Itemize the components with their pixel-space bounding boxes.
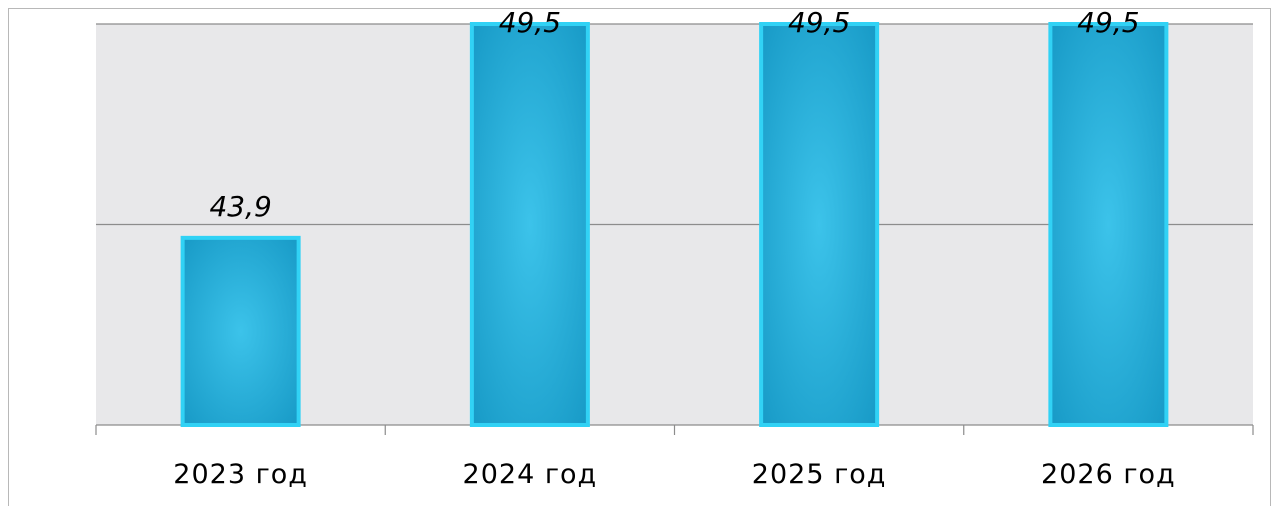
data-label: 49,5 <box>788 6 850 39</box>
bar-2026-год <box>1048 22 1169 427</box>
bar-2025-год <box>759 22 880 427</box>
data-labels: 43,9 49,5 49,5 49,5 <box>209 6 1139 223</box>
bar-2023-год <box>180 235 301 427</box>
x-tick-label: 2023 год <box>173 459 308 490</box>
chart-frame <box>8 8 1271 506</box>
x-tick-label: 2025 год <box>752 459 887 490</box>
x-tick-labels: 2023 год 2024 год 2025 год 2026 год <box>173 459 1176 490</box>
bars <box>180 22 1169 427</box>
data-label: 43,9 <box>209 190 271 223</box>
x-tick-label: 2026 год <box>1041 459 1176 490</box>
bar-2024-год <box>469 22 590 427</box>
data-label: 49,5 <box>1077 6 1139 39</box>
x-tick-label: 2024 год <box>463 459 598 490</box>
data-label: 49,5 <box>499 6 561 39</box>
